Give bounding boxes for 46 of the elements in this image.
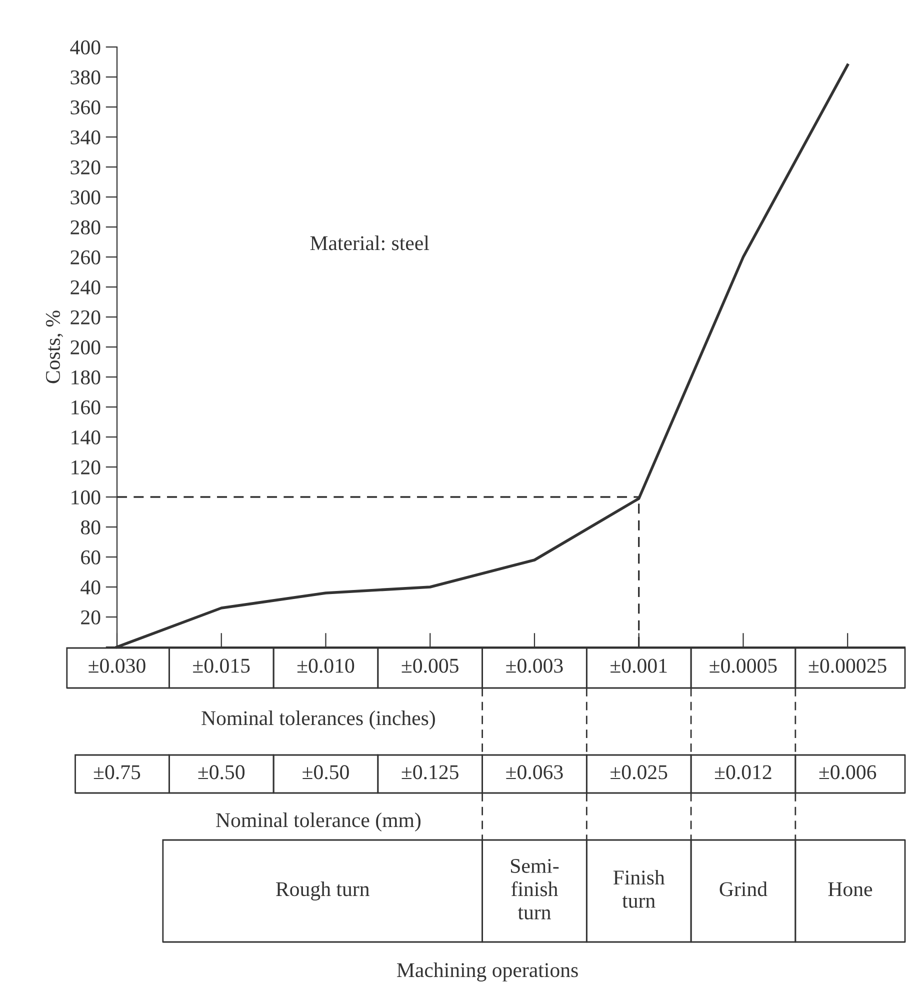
text: Hone [828, 882, 872, 896]
x-tick-label: ±0.0005 [710, 658, 777, 673]
y-tick-label: 260 [70, 250, 100, 264]
x-tick-label: ±0.001 [610, 658, 667, 673]
y-tick-label: 320 [70, 160, 100, 174]
y-tick-label: 400 [70, 40, 100, 54]
text: Machining operations [396, 962, 578, 982]
text: Semi- finish turn [510, 858, 559, 920]
y-tick-label: 160 [72, 400, 100, 414]
text: ±0.75 [94, 765, 140, 780]
y-tick-label: 180 [72, 370, 100, 384]
y-tick-label: 340 [70, 130, 100, 144]
y-tick-label: 120 [72, 460, 100, 474]
x-tick-label: ±0.00025 [808, 658, 886, 673]
x-tick-label: ±0.005 [402, 658, 458, 673]
y-axis-title: Costs, % [46, 310, 63, 384]
y-tick-label: 60 [81, 550, 100, 564]
annotation: Material: steel [310, 236, 430, 250]
text: ±0.50 [198, 765, 245, 780]
y-tick-label: 300 [70, 190, 100, 204]
y-tick-label: 80 [80, 520, 100, 534]
y-tick-label: 200 [70, 340, 100, 354]
x-tick-label: ±0.030 [88, 658, 146, 673]
y-tick-label: 100 [72, 490, 100, 504]
y-tick-label: 240 [70, 280, 100, 294]
x-tick-label: ±0.015 [193, 658, 250, 673]
x-axis-title: Nominal tolerances (inches) [202, 710, 435, 730]
y-tick-label: 40 [80, 580, 100, 594]
text: ±0.006 [819, 765, 876, 780]
y-tick-label: 280 [70, 220, 100, 234]
text: Grind [720, 882, 768, 896]
y-tick-label: 360 [70, 100, 100, 114]
text: Finish turn [613, 870, 665, 908]
text: Nominal tolerance (mm) [216, 812, 420, 832]
y-tick-label: 380 [70, 70, 100, 84]
y-tick-label: 140 [72, 430, 100, 444]
text: ±0.125 [402, 765, 458, 780]
x-tick-label: ±0.010 [297, 658, 354, 673]
text: ±0.012 [714, 765, 772, 780]
x-tick-label: ±0.003 [506, 658, 563, 673]
text: ±0.50 [302, 765, 349, 780]
y-tick-label: 220 [70, 310, 100, 324]
text: ±0.063 [506, 765, 563, 780]
text: Rough turn [276, 882, 370, 900]
y-tick-label: 20 [81, 610, 100, 624]
text: ±0.025 [610, 765, 668, 780]
